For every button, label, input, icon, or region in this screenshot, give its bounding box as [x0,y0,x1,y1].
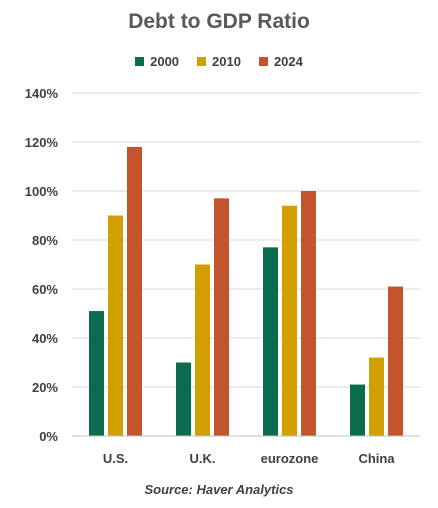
y-tick-label: 20% [32,380,58,395]
legend-label: 2024 [273,54,303,69]
x-tick-label: U.K. [190,451,216,466]
legend-item-2024: 2024 [258,54,303,69]
x-tick-label: eurozone [261,451,319,466]
y-tick-label: 40% [32,331,58,346]
bar-2000 [350,384,365,436]
bar-2024 [301,191,316,436]
bar-2010 [369,357,384,436]
bar-2024 [388,286,403,436]
legend-swatch [197,57,207,66]
legend-label: 2010 [212,54,241,69]
y-tick-label: 140% [25,86,59,101]
y-tick-label: 60% [32,282,58,297]
chart-title: Debt to GDP Ratio [128,10,310,33]
bar-2024 [214,198,229,436]
bar-2010 [108,215,123,436]
x-tick-label: China [358,451,395,466]
bar-2000 [89,311,104,436]
bar-2024 [127,146,142,436]
bar-2000 [176,362,191,436]
legend: 2000 2010 2024 [0,54,438,69]
legend-item-2010: 2010 [197,54,241,69]
y-tick-label: 0% [39,429,58,444]
bar-2010 [282,205,297,436]
x-tick-label: U.S. [103,451,128,466]
legend-swatch [258,57,268,66]
legend-label: 2000 [150,54,180,69]
legend-swatch [135,57,145,66]
source-note: Source: Haver Analytics [144,482,294,497]
legend-item-2000: 2000 [135,54,179,69]
y-tick-label: 80% [32,233,58,248]
bar-2000 [263,247,278,436]
bar-2010 [195,264,210,436]
y-tick-label: 100% [25,184,59,199]
y-tick-label: 120% [25,135,59,150]
